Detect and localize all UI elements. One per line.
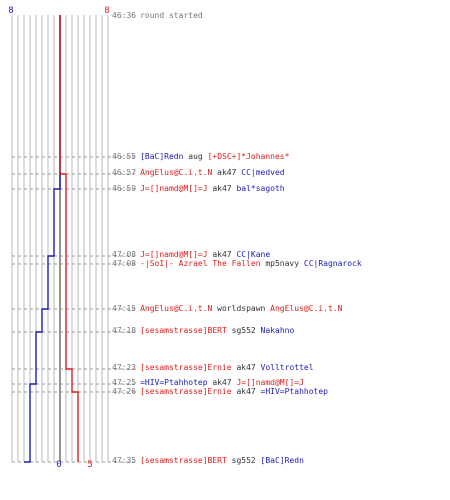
killer-name: [sesamstrasse]Ernie [140,363,232,372]
killer-name: J=[]namd@M[]=J [140,250,208,259]
event-time: 46:55 [112,152,137,161]
kill-log-row: 46:57 AngElus@C.i.t.N ak47 CC|medved [112,168,285,177]
killer-name: J=[]namd@M[]=J [140,184,208,193]
kill-log-row: 47:25 =HIV=Ptahhotep ak47 J=[]namd@M[]=J [112,378,304,387]
victim-name: [BaC]Redn [260,456,304,465]
victim-name: =HIV=Ptahhotep [260,387,328,396]
kill-log-row: 46:55 [BaC]Redn aug [+DSC+]*Johannes* [112,152,289,161]
kill-log-row: 47:35 [sesamstrasse]BERT sg552 [BaC]Redn [112,456,304,465]
killer-name: =HIV=Ptahhotep [140,378,208,387]
red-end-count: 5 [87,460,92,470]
kill-log-row: 46:36 round started [112,11,203,20]
weapon-name: ak47 [212,250,232,259]
event-time: 47:18 [112,326,137,335]
victim-name: bal*sagoth [236,184,285,193]
event-time: 47:26 [112,387,137,396]
weapon-name: worldspawn [217,304,266,313]
killer-name: -|SoI|- Azrael The Fallen [140,259,261,268]
kill-log-row: 47:23 [sesamstrasse]Ernie ak47 Volltrotte… [112,363,314,372]
victim-name: [+DSC+]*Johannes* [207,152,290,161]
kill-log-row: 47:08 J=[]namd@M[]=J ak47 CC|Kane [112,250,270,259]
victim-name: Nakahno [260,326,295,335]
weapon-name: sg552 [231,326,256,335]
event-time: 46:36 [112,11,137,20]
blue-team-line [24,15,61,463]
red-team-line [59,15,79,462]
kill-log-row: 47:08 -|SoI|- Azrael The Fallen mp5navy C… [112,259,362,268]
killer-name: AngElus@C.i.t.N [140,304,213,313]
kill-log-row: 47:18 [sesamstrasse]BERT sg552 Nakahno [112,326,294,335]
killer-name: [sesamstrasse]BERT [140,456,227,465]
event-time: 47:08 [112,259,137,268]
killer-name: [sesamstrasse]BERT [140,326,227,335]
weapon-name: ak47 [236,363,256,372]
victim-name: CC|medved [241,168,285,177]
kill-log-row: 47:15 AngElus@C.i.t.N worldspawn AngElus@… [112,304,342,313]
victim-name: CC|Ragnarock [303,259,362,268]
victim-name: J=[]namd@M[]=J [236,378,304,387]
weapon-name: ak47 [217,168,237,177]
event-time: 46:59 [112,184,137,193]
killer-name: [BaC]Redn [140,152,184,161]
killer-name: [sesamstrasse]Ernie [140,387,232,396]
blue-end-count: 0 [56,460,61,470]
event-time: 47:15 [112,304,137,313]
victim-name: AngElus@C.i.t.N [270,304,343,313]
weapon-name: ak47 [212,378,232,387]
kill-log-row: 47:26 [sesamstrasse]Ernie ak47 =HIV=Ptahh… [112,387,328,396]
weapon-name: ak47 [236,387,256,396]
weapon-name: mp5navy [265,259,300,268]
kill-log-row: 46:59 J=[]namd@M[]=J ak47 bal*sagoth [112,184,285,193]
victim-name: CC|Kane [236,250,271,259]
event-time: 46:57 [112,168,137,177]
event-note: round started [140,11,203,20]
red-start-count: 8 [104,6,109,16]
event-time: 47:23 [112,363,137,372]
event-time: 47:08 [112,250,137,259]
blue-start-count: 8 [8,6,13,16]
weapon-name: aug [188,152,203,161]
event-time: 47:35 [112,456,137,465]
victim-name: Volltrottel [260,363,314,372]
weapon-name: ak47 [212,184,232,193]
event-time: 47:25 [112,378,137,387]
weapon-name: sg552 [231,456,256,465]
killer-name: AngElus@C.i.t.N [140,168,213,177]
